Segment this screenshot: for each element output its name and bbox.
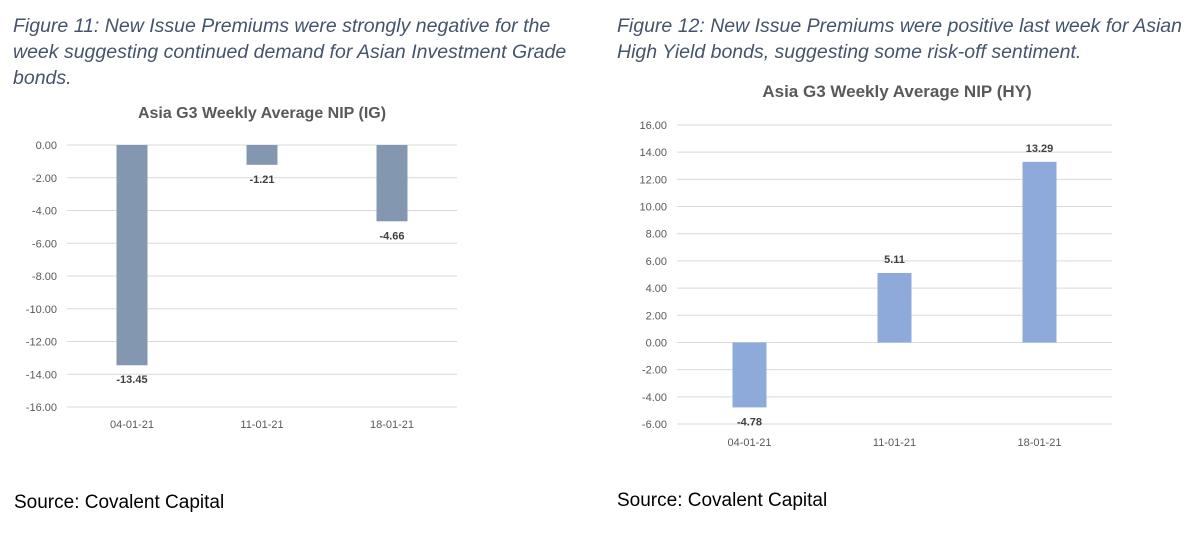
figure-12-panel: Figure 12: New Issue Premiums were posit…	[600, 0, 1201, 541]
y-tick-label: -10.00	[26, 304, 57, 316]
y-tick-label: -16.00	[26, 402, 57, 414]
x-tick-label: 18-01-21	[370, 419, 414, 431]
y-tick-label: -4.00	[32, 206, 57, 218]
y-tick-label: -2.00	[32, 173, 57, 185]
source-note: Source: Covalent Capital	[617, 490, 828, 511]
y-tick-label: -2.00	[642, 365, 667, 377]
data-label: -13.45	[116, 374, 147, 386]
bar	[732, 342, 767, 408]
bar	[116, 145, 148, 366]
y-tick-label: 0.00	[646, 337, 667, 349]
x-tick-label: 04-01-21	[110, 419, 154, 431]
y-tick-label: -12.00	[26, 337, 57, 349]
y-tick-label: 0.00	[36, 140, 57, 152]
data-label: 13.29	[1026, 143, 1054, 155]
hy-bar-chart: 16.00 14.00 12.00 10.00 8.00 6.00 4.00 2.00 0.00…	[639, 120, 1112, 449]
data-label: 5.11	[884, 254, 905, 266]
data-label: -4.66	[379, 230, 404, 242]
y-tick-label: 10.00	[639, 202, 667, 214]
x-tick-label: 04-01-21	[727, 437, 771, 449]
y-tick-label: 8.00	[646, 229, 667, 241]
source-note: Source: Covalent Capital	[14, 492, 225, 513]
bar	[246, 145, 278, 165]
bar	[1022, 161, 1057, 343]
y-tick-label: -8.00	[32, 271, 57, 283]
data-label: -4.78	[737, 416, 762, 428]
figure-caption: Figure 11: New Issue Premiums were stron…	[13, 15, 567, 89]
figure-11-panel: Figure 11: New Issue Premiums were stron…	[0, 0, 600, 541]
y-tick-label: -6.00	[642, 419, 667, 431]
y-tick-label: 16.00	[639, 120, 667, 132]
y-tick-label: 12.00	[639, 174, 667, 186]
figure-caption: Figure 12: New Issue Premiums were posit…	[617, 15, 1182, 63]
chart-title: Asia G3 Weekly Average NIP (IG)	[137, 105, 387, 122]
y-tick-label: -6.00	[32, 238, 57, 250]
bar	[376, 145, 408, 222]
y-tick-label: -4.00	[642, 392, 667, 404]
y-tick-label: 4.00	[646, 283, 667, 295]
x-tick-label: 11-01-21	[240, 419, 283, 431]
y-tick-label: -14.00	[26, 369, 57, 381]
x-tick-label: 11-01-21	[873, 437, 916, 449]
y-tick-label: 14.00	[639, 147, 667, 159]
data-label: -1.21	[249, 174, 274, 186]
chart-title: Asia G3 Weekly Average NIP (HY)	[762, 82, 1032, 101]
y-tick-label: 2.00	[646, 310, 667, 322]
ig-bar-chart: 0.00 -2.00 -4.00 -6.00 -8.00 -10.00 -12.00 -14.…	[26, 140, 457, 431]
x-tick-label: 18-01-21	[1017, 437, 1061, 449]
y-tick-label: 6.00	[646, 256, 667, 268]
bar	[877, 273, 912, 343]
